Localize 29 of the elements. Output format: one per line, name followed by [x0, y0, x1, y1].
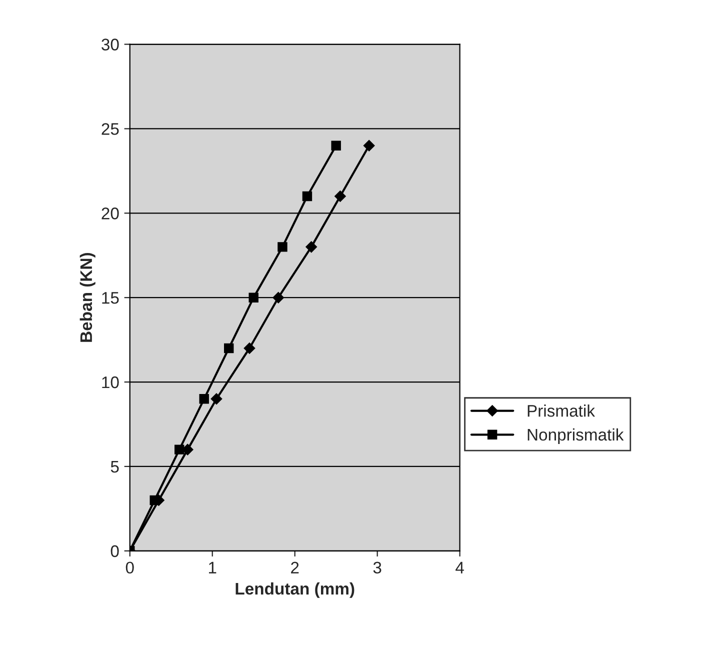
- point: [174, 444, 184, 454]
- point: [248, 292, 258, 302]
- y-tick-label: 5: [110, 461, 119, 473]
- y-tick-label: 15: [102, 292, 119, 304]
- point: [199, 394, 209, 404]
- point: [210, 393, 222, 405]
- y-tick-label: 30: [102, 38, 119, 50]
- y-tick-label: 10: [102, 376, 119, 388]
- y-tick-label: 20: [102, 208, 119, 220]
- point: [272, 292, 284, 304]
- point: [363, 140, 375, 152]
- point: [224, 343, 234, 354]
- x-tick-label: 4: [456, 562, 464, 574]
- x-tick-label: 0: [126, 562, 134, 574]
- legend-label: Nonprismatik: [528, 428, 624, 444]
- y-tick-label: 25: [102, 123, 119, 135]
- point: [334, 190, 346, 202]
- point: [278, 242, 288, 252]
- x-tick-label: 3: [373, 562, 382, 574]
- y-tick-label: 0: [110, 545, 119, 558]
- x-axis-title: Lendutan (mm): [236, 582, 354, 598]
- x-tick-label: 2: [291, 562, 299, 574]
- legend-label: Prismatik: [528, 404, 596, 417]
- point: [244, 342, 256, 354]
- x-tick-label: 1: [208, 562, 216, 574]
- point: [331, 140, 341, 150]
- y-axis-title: Beban (KN): [80, 253, 96, 342]
- point: [306, 241, 317, 253]
- point: [302, 191, 312, 202]
